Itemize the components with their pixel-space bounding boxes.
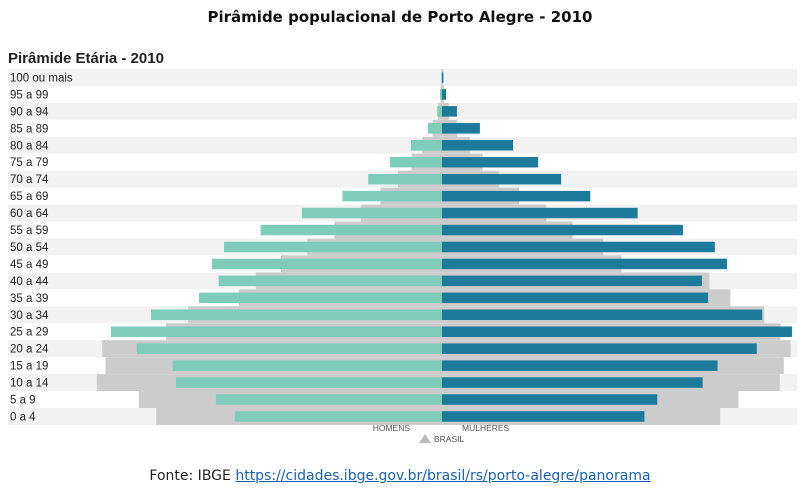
age-group-label: 45 a 49 (10, 259, 48, 271)
women-bar (442, 343, 757, 354)
row-stripe (8, 69, 797, 86)
women-bar (442, 89, 447, 100)
age-group-label: 0 a 4 (10, 411, 36, 423)
women-bar (442, 207, 638, 219)
men-bar (175, 377, 442, 388)
chart-title: Pirâmide Etária - 2010 (8, 50, 164, 67)
page-title: Pirâmide populacional de Porto Alegre - … (207, 8, 593, 26)
age-group-label: 70 a 74 (10, 174, 49, 186)
age-group-label: 75 a 79 (10, 157, 48, 169)
women-bar (442, 140, 514, 151)
population-pyramid-chart: 100 ou mais 95 a 99 90 a 94 85 a 89 80 a 84 7… (8, 69, 797, 444)
men-bar (368, 173, 442, 185)
women-bar (442, 394, 658, 405)
source-note: Fonte: IBGE https://cidades.ibge.gov.br/… (0, 468, 800, 484)
women-bar (442, 173, 562, 185)
women-bar (442, 224, 683, 236)
men-bar (211, 258, 442, 270)
brazil-marker-icon (419, 434, 431, 443)
women-bar (442, 106, 457, 117)
women-bar (442, 377, 703, 388)
women-bar (442, 360, 718, 371)
women-bar (442, 326, 792, 337)
men-bar (301, 207, 442, 219)
legend-men-label: HOMENS (373, 423, 411, 433)
men-bar (427, 123, 442, 134)
age-group-label: 95 a 99 (10, 89, 48, 101)
women-bar (442, 156, 539, 168)
age-group-label: 30 a 34 (10, 310, 49, 322)
women-bar (442, 309, 763, 321)
men-bar (218, 275, 442, 287)
legend-brazil-label: BRASIL (434, 434, 465, 444)
men-bar (136, 343, 442, 354)
age-group-label: 5 a 9 (10, 395, 36, 407)
age-group-label: 25 a 29 (10, 327, 48, 339)
row-stripe (8, 119, 797, 137)
men-bar (198, 292, 442, 304)
age-group-label: 60 a 64 (10, 208, 49, 220)
age-group-label: 35 a 39 (10, 293, 48, 305)
women-bar (442, 258, 727, 270)
men-bar (439, 89, 442, 100)
men-bar (342, 190, 442, 202)
women-bar (442, 190, 591, 202)
age-group-label: 80 a 84 (10, 140, 49, 152)
men-bar (441, 72, 443, 83)
men-bar (234, 411, 442, 422)
age-group-label: 40 a 44 (10, 276, 49, 288)
age-group-label: 55 a 59 (10, 225, 48, 237)
age-group-label: 100 ou mais (10, 72, 73, 84)
women-bar (442, 72, 444, 83)
men-bar (172, 360, 443, 371)
source-prefix: Fonte: IBGE (149, 468, 231, 484)
men-bar (410, 140, 442, 151)
women-bar (442, 292, 709, 304)
age-group-label: 65 a 69 (10, 191, 48, 203)
age-group-label: 15 a 19 (10, 361, 48, 373)
age-group-label: 50 a 54 (10, 242, 49, 254)
age-group-label: 90 a 94 (10, 106, 49, 118)
source-link[interactable]: https://cidades.ibge.gov.br/brasil/rs/po… (235, 468, 651, 484)
women-bar (442, 123, 480, 134)
men-bar (437, 106, 442, 117)
men-bar (260, 224, 442, 236)
men-bar (110, 326, 442, 337)
legend-women-label: MULHERES (462, 423, 510, 433)
women-bar (442, 275, 702, 287)
men-bar (224, 241, 442, 253)
men-bar (150, 309, 442, 321)
age-group-label: 85 a 89 (10, 123, 48, 135)
women-bar (442, 411, 645, 422)
age-group-label: 10 a 14 (10, 378, 49, 390)
age-group-label: 20 a 24 (10, 344, 49, 356)
row-stripe (8, 85, 797, 103)
men-bar (389, 156, 442, 168)
men-bar (215, 394, 442, 405)
row-stripe (8, 102, 797, 120)
women-bar (442, 241, 715, 253)
row-stripe (8, 136, 797, 154)
